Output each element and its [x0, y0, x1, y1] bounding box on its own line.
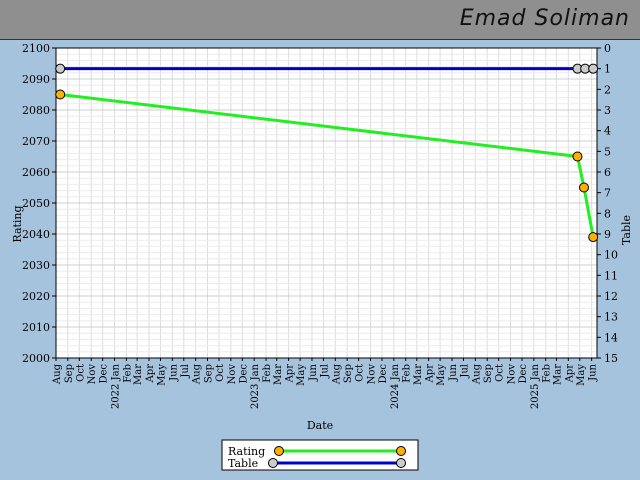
right-tick-label: 3: [604, 104, 611, 117]
right-tick-label: 0: [604, 42, 611, 55]
x-tick-label: Nov: [507, 364, 518, 385]
x-tick-label: Apr: [145, 364, 156, 384]
x-tick-label: Oct: [355, 364, 366, 382]
x-tick-label: Sep: [204, 364, 215, 383]
x-tick-label: 2023 Jan: [250, 363, 261, 409]
legend-marker-table: [396, 458, 406, 468]
right-tick-label: 14: [604, 331, 618, 344]
left-tick-label: 2020: [22, 290, 50, 303]
x-tick-label: Jun: [308, 363, 319, 381]
right-axis-label: Table: [620, 215, 633, 245]
x-tick-label: Apr: [425, 364, 436, 384]
right-tick-label: 13: [604, 311, 618, 324]
x-tick-label: May: [436, 364, 447, 386]
legend-label-table: Table: [228, 457, 258, 470]
x-tick-label: Apr: [285, 364, 296, 384]
x-tick-label: Nov: [366, 364, 377, 385]
x-tick-label: Aug: [192, 363, 203, 385]
x-tick-label: Mar: [552, 364, 563, 385]
x-tick-label: Sep: [343, 364, 354, 383]
series-line-rating: [60, 93, 595, 238]
x-tick-label: Feb: [122, 364, 133, 383]
x-tick-label: Mar: [273, 364, 284, 385]
x-tick-label: Feb: [262, 364, 273, 383]
left-tick-label: 2080: [22, 104, 50, 117]
left-tick-label: 2100: [22, 42, 50, 55]
right-tick-label: 2: [604, 83, 611, 96]
x-tick-label: Aug: [471, 363, 482, 385]
right-tick-label: 9: [604, 228, 611, 241]
x-tick-label: Mar: [133, 364, 144, 385]
legend-box: [221, 439, 419, 471]
x-tick-label: Feb: [402, 364, 413, 383]
x-tick-label: Jun: [588, 363, 599, 381]
right-tick-label: 1: [604, 63, 611, 76]
right-tick-label: 15: [604, 352, 618, 365]
x-tick-label: May: [156, 364, 167, 386]
x-tick-label: Jun: [168, 363, 179, 381]
legend-marker-rating: [396, 446, 406, 456]
left-tick-label: 2000: [22, 352, 50, 365]
x-tick-label: Mar: [413, 364, 424, 385]
series-point-rating: [572, 151, 583, 162]
series-point-rating: [55, 89, 66, 100]
x-tick-label: Jun: [448, 363, 459, 381]
left-tick-label: 2090: [22, 73, 50, 86]
x-tick-label: Dec: [238, 364, 249, 384]
right-tick-label: 6: [604, 166, 611, 179]
series-point-table: [55, 63, 66, 74]
x-tick-label: Jul: [459, 364, 470, 379]
right-tick-label: 5: [604, 145, 611, 158]
x-axis-label: Date: [307, 419, 333, 432]
x-tick-label: May: [576, 364, 587, 386]
x-tick-label: Oct: [215, 364, 226, 382]
right-tick-label: 11: [604, 269, 618, 282]
left-tick-label: 2070: [22, 135, 50, 148]
x-tick-label: Apr: [564, 364, 575, 384]
legend-marker-table: [268, 458, 278, 468]
right-tick-label: 10: [604, 249, 618, 262]
x-tick-label: Jul: [180, 364, 191, 379]
left-tick-label: 2040: [22, 228, 50, 241]
x-tick-label: Aug: [331, 363, 342, 385]
x-tick-label: 2025 Jan: [530, 363, 541, 409]
x-tick-label: Dec: [378, 364, 389, 384]
page-header: Emad Soliman: [0, 0, 640, 40]
player-name-title: Emad Soliman: [459, 6, 630, 31]
left-tick-label: 2050: [22, 197, 50, 210]
x-tick-label: Nov: [87, 364, 98, 385]
left-tick-label: 2060: [22, 166, 50, 179]
x-tick-label: Aug: [52, 363, 63, 385]
legend-marker-rating: [274, 446, 284, 456]
x-tick-label: Oct: [495, 364, 506, 382]
x-tick-label: May: [296, 364, 307, 386]
x-tick-label: Feb: [542, 364, 553, 383]
right-tick-label: 4: [604, 125, 611, 138]
x-tick-label: Dec: [99, 364, 110, 384]
x-tick-label: Sep: [64, 364, 75, 383]
x-tick-label: Nov: [227, 364, 238, 385]
right-tick-label: 12: [604, 290, 618, 303]
x-tick-label: Dec: [518, 364, 529, 384]
x-tick-label: Oct: [75, 364, 86, 382]
x-tick-label: Sep: [483, 364, 494, 383]
x-tick-label: 2024 Jan: [390, 363, 401, 409]
legend-label-rating: Rating: [228, 445, 265, 458]
right-tick-label: 7: [604, 187, 611, 200]
right-tick-label: 8: [604, 207, 611, 220]
left-tick-label: 2010: [22, 321, 50, 334]
x-tick-label: Jul: [319, 364, 330, 379]
series-point-rating: [588, 232, 599, 243]
series-point-table: [588, 63, 599, 74]
series-point-rating: [578, 182, 589, 193]
left-axis-label: Rating: [11, 205, 24, 242]
left-tick-label: 2030: [22, 259, 50, 272]
x-tick-label: 2022 Jan: [111, 363, 122, 409]
